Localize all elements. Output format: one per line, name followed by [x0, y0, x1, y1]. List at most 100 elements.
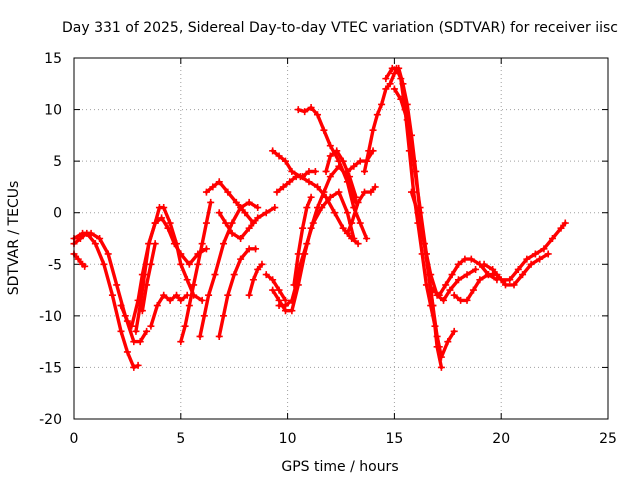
data-point — [130, 338, 138, 346]
data-point — [254, 214, 262, 222]
data-point — [335, 188, 343, 196]
data-point — [322, 193, 330, 201]
data-point — [198, 240, 206, 248]
x-tick-label: 20 — [492, 431, 510, 447]
data-point — [356, 157, 364, 165]
data-point — [220, 240, 228, 248]
x-axis-label: GPS time / hours — [281, 459, 398, 475]
data-point — [128, 322, 136, 330]
series-sat-v — [343, 183, 379, 237]
data-point — [382, 85, 390, 93]
data-point — [339, 224, 347, 232]
data-point — [314, 183, 322, 191]
data-point — [160, 204, 168, 212]
data-point — [160, 291, 168, 299]
data-point — [194, 260, 202, 268]
data-point — [305, 167, 313, 175]
data-point — [314, 111, 322, 119]
series-sat-f — [138, 240, 159, 315]
data-point — [177, 338, 185, 346]
data-point — [354, 198, 362, 206]
data-point — [185, 302, 193, 310]
data-point — [136, 338, 144, 346]
data-point — [309, 219, 317, 227]
data-point — [258, 260, 266, 268]
data-point — [222, 219, 230, 227]
y-tick-label: -15 — [39, 360, 62, 376]
data-point — [294, 250, 302, 258]
data-point — [254, 204, 262, 212]
data-point — [469, 286, 477, 294]
data-point — [147, 260, 155, 268]
data-point — [183, 276, 191, 284]
data-point — [548, 235, 556, 242]
data-point — [143, 327, 151, 335]
data-point — [245, 291, 253, 299]
data-point — [117, 327, 125, 335]
data-point — [523, 255, 531, 263]
data-point — [307, 104, 315, 112]
data-point — [367, 188, 375, 196]
x-tick-label: 5 — [176, 431, 185, 447]
data-point — [108, 291, 116, 299]
data-point — [79, 229, 87, 237]
series-sat-i — [196, 198, 262, 340]
series-line — [217, 205, 277, 241]
data-point — [307, 193, 315, 201]
data-point — [273, 188, 281, 196]
data-point — [514, 265, 522, 273]
data-point — [269, 147, 277, 155]
data-point — [123, 348, 131, 356]
data-point — [433, 343, 441, 351]
series-line — [72, 231, 140, 370]
series-sat-q — [290, 193, 315, 289]
series-line — [270, 149, 360, 246]
series-sat-s — [269, 147, 362, 248]
data-point — [303, 204, 311, 212]
data-point — [506, 276, 514, 284]
data-point — [403, 116, 411, 124]
data-point — [476, 276, 484, 284]
plot-frame — [73, 57, 609, 420]
data-point — [420, 240, 428, 248]
y-tick-label: 0 — [53, 206, 62, 222]
data-point — [275, 302, 283, 310]
data-point — [386, 80, 394, 88]
data-point — [527, 260, 535, 268]
data-point — [205, 291, 213, 299]
data-point — [117, 302, 125, 310]
series-sat-x — [360, 64, 458, 361]
y-tick-label: 10 — [44, 103, 62, 119]
series-sat-k — [215, 204, 279, 242]
data-point — [245, 245, 253, 253]
series-sat-ad — [480, 219, 569, 284]
data-point — [100, 260, 108, 268]
data-point — [437, 363, 445, 371]
data-point — [360, 188, 368, 196]
data-point — [228, 229, 236, 237]
data-point — [397, 75, 405, 83]
series-line — [270, 164, 358, 313]
data-point — [279, 183, 287, 191]
data-point — [510, 281, 518, 289]
data-point — [484, 271, 492, 279]
data-point — [369, 126, 377, 134]
series-line — [247, 262, 264, 297]
data-point — [132, 327, 140, 335]
data-point — [275, 152, 283, 160]
y-tick-label: -10 — [39, 309, 62, 325]
data-point — [540, 245, 548, 253]
series-sat-r — [273, 167, 319, 196]
data-point — [207, 198, 215, 206]
data-point — [151, 219, 159, 227]
data-point — [294, 106, 302, 114]
chart-title: Day 331 of 2025, Sidereal Day-to-day VTE… — [62, 20, 618, 36]
data-point — [301, 108, 309, 116]
data-point — [435, 291, 443, 299]
data-point — [472, 265, 480, 273]
data-point — [480, 260, 488, 268]
data-point — [215, 332, 223, 340]
data-point — [245, 224, 253, 232]
data-point — [544, 250, 552, 258]
